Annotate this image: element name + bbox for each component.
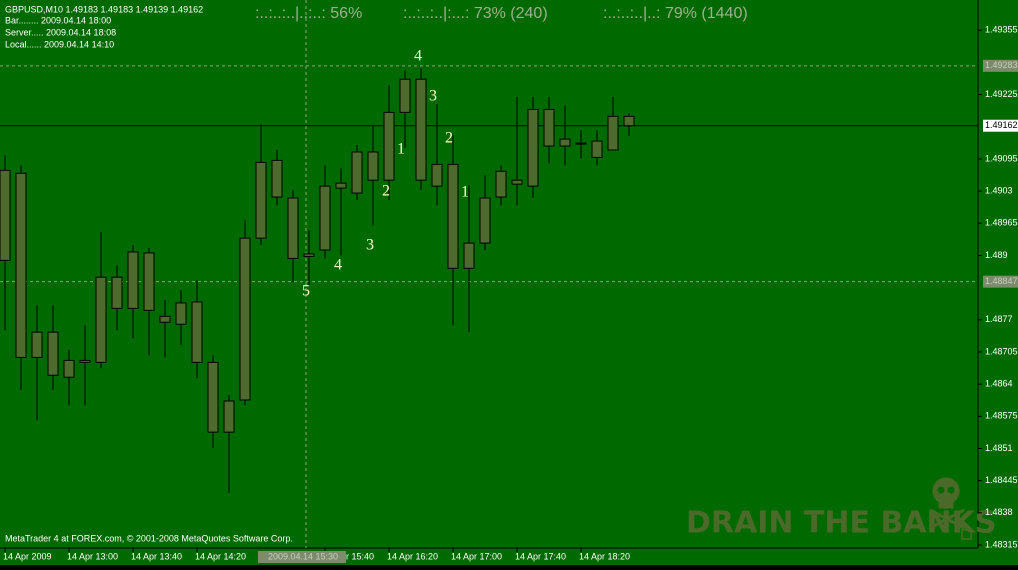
x-tick-label: 14 Apr 2009: [3, 551, 52, 561]
candle-body: [191, 301, 203, 363]
candle-body: [319, 185, 331, 251]
candle-body: [463, 242, 475, 269]
wave-label: 1: [461, 184, 469, 201]
candle-body: [63, 359, 75, 378]
crosshair-time-box: [258, 551, 346, 563]
candle-body: [239, 237, 251, 401]
y-tick-label: 1.48445: [985, 475, 1018, 485]
candle-body: [255, 161, 267, 239]
candle-body: [607, 115, 619, 151]
y-tick-label: 1.4877: [985, 314, 1013, 324]
current-price-box: [983, 119, 1018, 132]
candle-body: [495, 170, 507, 198]
candle-body: [431, 163, 443, 187]
candle-body: [511, 179, 523, 185]
candle-body: [447, 163, 459, 269]
candle-body: [591, 140, 603, 158]
indicator-text: :..:..:..|..:..: 56%: [255, 5, 362, 22]
y-tick-label: 1.48575: [985, 411, 1018, 421]
candle-body: [383, 111, 395, 181]
y-tick-label: 1.4864: [985, 379, 1013, 389]
candle-body: [303, 253, 315, 257]
candle-body: [351, 151, 363, 194]
candle-body: [47, 331, 59, 376]
level-label: 1.49283: [985, 60, 1018, 70]
level-label-box: [983, 59, 1018, 72]
x-tick-label: 14 Apr 17:00: [451, 551, 502, 561]
candle-body: [623, 115, 635, 127]
candle-body: [271, 159, 283, 198]
candle-body: [143, 252, 155, 311]
y-tick-label: 1.48965: [985, 218, 1018, 228]
wave-label: 2: [382, 183, 390, 200]
crosshair-time: 2009.04.14 15:30: [268, 551, 338, 561]
x-tick-label: 14 Apr 15:40: [323, 551, 374, 561]
skull-icon: [929, 477, 972, 540]
candle-body: [479, 197, 491, 244]
y-tick-label: 1.4851: [985, 443, 1013, 453]
wave-label: 4: [334, 257, 342, 274]
copyright: MetaTrader 4 at FOREX.com, © 2001-2008 M…: [5, 533, 293, 543]
candle-body: [31, 331, 43, 358]
y-tick-label: 1.49095: [985, 153, 1018, 163]
y-tick-label: 1.4903: [985, 185, 1013, 195]
y-tick-label: 1.49355: [985, 25, 1018, 35]
indicator-text: :..:..:..|..: 79% (1440): [603, 5, 748, 22]
x-tick-label: 14 Apr 17:40: [515, 551, 566, 561]
candle-body: [159, 315, 171, 323]
candle-body: [127, 251, 139, 309]
x-tick-label: 14 Apr 18:20: [579, 551, 630, 561]
y-tick-label: 1.48315: [985, 539, 1018, 549]
candle-body: [335, 182, 347, 189]
candle-body: [95, 276, 107, 363]
candle-body: [15, 172, 27, 358]
indicator-text: :..:..:..|:...: 73% (240): [403, 5, 548, 22]
x-tick-label: 14 Apr 13:40: [131, 551, 182, 561]
candle-body: [287, 197, 299, 259]
candle-body: [79, 359, 91, 363]
symbol-info: GBPUSD,M10 1.49183 1.49183 1.49139 1.491…: [5, 4, 203, 14]
x-tick-label: 14 Apr 16:20: [387, 551, 438, 561]
info-line: Local...... 2009.04.14 14:10: [5, 39, 114, 49]
candle-body: [415, 78, 427, 181]
wave-label: 1: [397, 141, 405, 158]
candle-body: [111, 276, 123, 309]
wave-label: 2: [445, 130, 453, 147]
candle-body: [367, 151, 379, 181]
candle-body: [207, 361, 219, 433]
wave-label: 3: [366, 237, 374, 254]
info-line: Bar........ 2009.04.14 18:00: [5, 15, 111, 25]
candle-body: [559, 138, 571, 147]
candle-body: [0, 169, 11, 261]
wave-label: 3: [429, 88, 437, 105]
candle-body: [399, 78, 411, 113]
candle-body: [527, 108, 539, 187]
watermark: DRAIN THE BANKS: [686, 506, 997, 541]
level-label-box: [983, 275, 1018, 288]
current-price-label: 1.49162: [985, 120, 1018, 130]
y-tick-label: 1.48705: [985, 346, 1018, 356]
info-line: Server..... 2009.04.14 18:08: [5, 27, 116, 37]
wave-label: 4: [414, 48, 422, 65]
y-tick-label: 1.4838: [985, 507, 1013, 517]
level-label: 1.48847: [985, 276, 1018, 286]
wave-label: 5: [302, 283, 310, 300]
candle-body: [223, 400, 235, 433]
candle-body: [543, 108, 555, 147]
y-tick-label: 1.489: [985, 250, 1008, 260]
x-tick-label: 14 Apr 13:00: [67, 551, 118, 561]
candle-body: [575, 142, 587, 145]
x-tick-label: 14 Apr 14:20: [195, 551, 246, 561]
y-tick-label: 1.49225: [985, 89, 1018, 99]
candle-body: [175, 302, 187, 325]
